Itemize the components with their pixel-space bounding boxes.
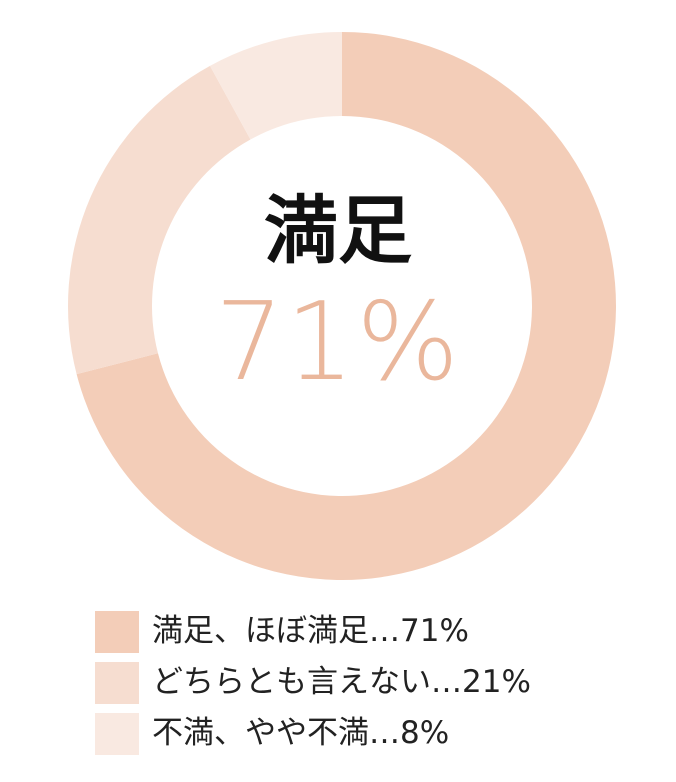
donut-chart-svg [67,31,616,580]
legend-label-neutral: どちらとも言えない…21% [152,664,531,700]
legend-label-satisfied: 満足、ほぼ満足…71% [152,613,469,649]
legend-item-dissatisfied: 不満、やや不満…8% [95,708,655,759]
legend: 満足、ほぼ満足…71% どちらとも言えない…21% 不満、やや不満…8% [95,606,655,759]
center-title: 満足 [264,188,412,274]
donut-slice-neutral [67,65,251,375]
legend-label-dissatisfied: 不満、やや不満…8% [152,715,450,751]
center-value: 71% [214,280,462,405]
legend-swatch-satisfied [95,610,139,653]
donut-slices [67,31,616,580]
legend-item-satisfied: 満足、ほぼ満足…71% [95,606,655,657]
legend-swatch-neutral [95,661,139,704]
legend-swatch-dissatisfied [95,712,139,755]
legend-item-neutral: どちらとも言えない…21% [95,657,655,708]
donut-slice-satisfied [76,32,616,580]
donut-slice-dissatisfied [209,31,342,140]
